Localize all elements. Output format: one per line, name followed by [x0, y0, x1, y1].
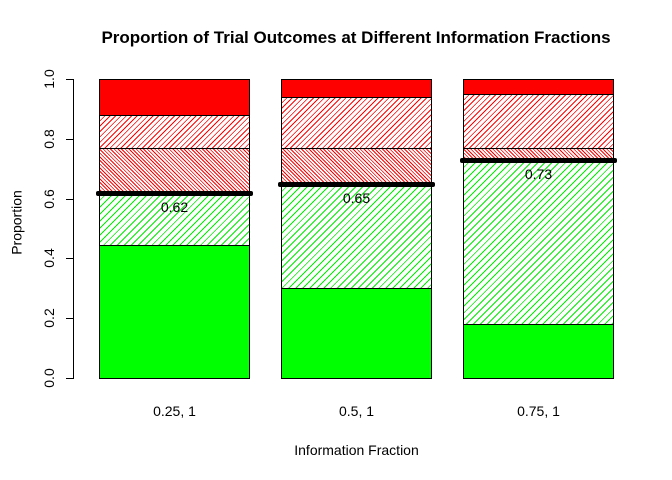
- bar-segment-solid-green: [99, 245, 250, 379]
- y-tick-label: 0.0: [41, 368, 57, 388]
- x-category-label: 0.5, 1: [338, 403, 375, 419]
- bar-segment-solid-green: [281, 288, 432, 379]
- threshold-label: 0.62: [160, 199, 189, 215]
- y-axis-title: Proportion: [8, 190, 25, 255]
- bar-segment-dense-red-hatch: [99, 148, 250, 194]
- y-axis-tick: [66, 199, 73, 200]
- y-tick-label: 0.2: [41, 308, 57, 328]
- y-axis-tick: [66, 318, 73, 319]
- y-axis-tick: [66, 79, 73, 80]
- bar-segment-green-hatch: [463, 160, 614, 325]
- bar-segment-dense-red-hatch: [281, 148, 432, 185]
- x-category-label: 0.25, 1: [153, 403, 196, 419]
- bar-segment-sparse-red-hatch: [463, 94, 614, 149]
- threshold-line: [278, 182, 435, 187]
- y-axis-tick: [66, 258, 73, 259]
- y-tick-label: 0.6: [41, 189, 57, 209]
- bar-segment-solid-red: [281, 79, 432, 98]
- bar-segment-solid-red: [463, 79, 614, 95]
- y-tick-label: 1.0: [41, 69, 57, 89]
- threshold-line: [96, 191, 253, 196]
- threshold-label: 0.65: [342, 190, 371, 206]
- threshold-label: 0.73: [524, 166, 553, 182]
- y-tick-label: 0.8: [41, 129, 57, 149]
- x-axis-title: Information Fraction: [294, 442, 419, 458]
- bar-segment-sparse-red-hatch: [281, 97, 432, 149]
- bar-segment-solid-green: [463, 324, 614, 379]
- bar-segment-sparse-red-hatch: [99, 115, 250, 149]
- bar-segment-green-hatch: [281, 184, 432, 289]
- y-axis-tick: [66, 139, 73, 140]
- bar-segment-solid-red: [99, 79, 250, 116]
- threshold-line: [460, 158, 617, 163]
- y-axis-tick: [66, 378, 73, 379]
- x-category-label: 0.75, 1: [517, 403, 560, 419]
- y-axis-line: [73, 79, 74, 379]
- chart-title: Proportion of Trial Outcomes at Differen…: [101, 28, 611, 47]
- y-tick-label: 0.4: [41, 248, 57, 268]
